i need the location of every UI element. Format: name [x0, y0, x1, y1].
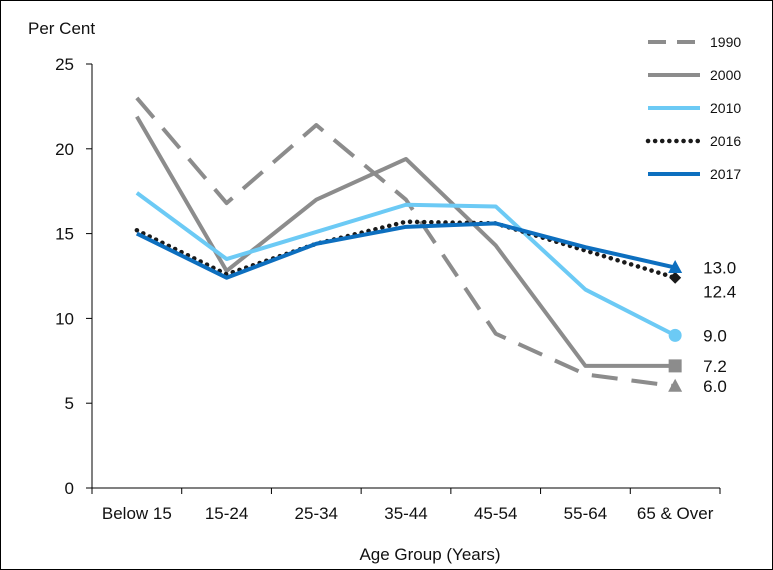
x-tick-label-15-24: 15-24 [205, 504, 248, 523]
legend-entry-1990: 1990 [648, 34, 741, 50]
x-tick-label-55-64: 55-64 [564, 504, 607, 523]
series-end-label-2000: 7.2 [703, 357, 727, 376]
x-tick-label-35-44: 35-44 [384, 504, 427, 523]
series-line-2016 [134, 219, 678, 280]
legend-label-1990: 1990 [710, 34, 741, 50]
series-line-2010 [135, 191, 677, 338]
series-2016: 12.4 [134, 219, 736, 302]
axes: 0 5 10 15 20 25 Below 15 15-24 25-34 35-44 45-54 55… [55, 55, 721, 523]
legend-entry-2010: 2010 [648, 100, 741, 116]
series-2010: 9.0 [135, 191, 727, 345]
series-end-label-2017: 13.0 [703, 259, 736, 278]
y-tick-label-10: 10 [55, 309, 74, 328]
series-1990: 6.0 [135, 96, 727, 396]
x-tick-label-25-34: 25-34 [295, 504, 338, 523]
series-2017: 13.0 [135, 221, 736, 280]
legend-entry-2000: 2000 [648, 67, 741, 83]
y-tick-label-15: 15 [55, 225, 74, 244]
series-end-label-2016: 12.4 [703, 283, 736, 302]
legend-entry-2016: 2016 [645, 133, 741, 149]
x-tick-label-45-54: 45-54 [474, 504, 517, 523]
legend-label-2000: 2000 [710, 67, 741, 83]
series-end-marker-1990 [668, 378, 683, 392]
legend-label-2016: 2016 [710, 133, 741, 149]
y-tick-label-5: 5 [65, 394, 74, 413]
y-tick-label-0: 0 [65, 479, 74, 498]
y-tick-label-25: 25 [55, 55, 74, 74]
x-tick-label-below-15: Below 15 [102, 504, 172, 523]
series-line-1990 [135, 96, 676, 389]
legend: 1990 2000 2010 2016 2017 [645, 34, 741, 182]
series-line-2000 [135, 115, 676, 368]
series-2000: 7.2 [135, 115, 727, 376]
legend-entry-2017: 2017 [648, 166, 741, 182]
x-tick-label-65-over: 65 & Over [637, 504, 714, 523]
y-axis-title: Per Cent [28, 19, 95, 38]
legend-label-2010: 2010 [710, 100, 741, 116]
series-end-marker-2016 [669, 271, 682, 284]
series-end-label-1990: 6.0 [703, 377, 727, 396]
x-axis-title: Age Group (Years) [359, 545, 500, 564]
legend-label-2017: 2017 [710, 166, 741, 182]
series-line-2017 [135, 221, 676, 280]
series-layer: 6.07.2 9.0 12.4 13.0 [134, 96, 736, 396]
series-end-marker-2017 [668, 260, 683, 274]
series-end-marker-2010 [668, 328, 682, 342]
series-end-label-2010: 9.0 [703, 326, 727, 345]
y-tick-label-20: 20 [55, 140, 74, 159]
series-end-marker-2000 [668, 359, 682, 373]
